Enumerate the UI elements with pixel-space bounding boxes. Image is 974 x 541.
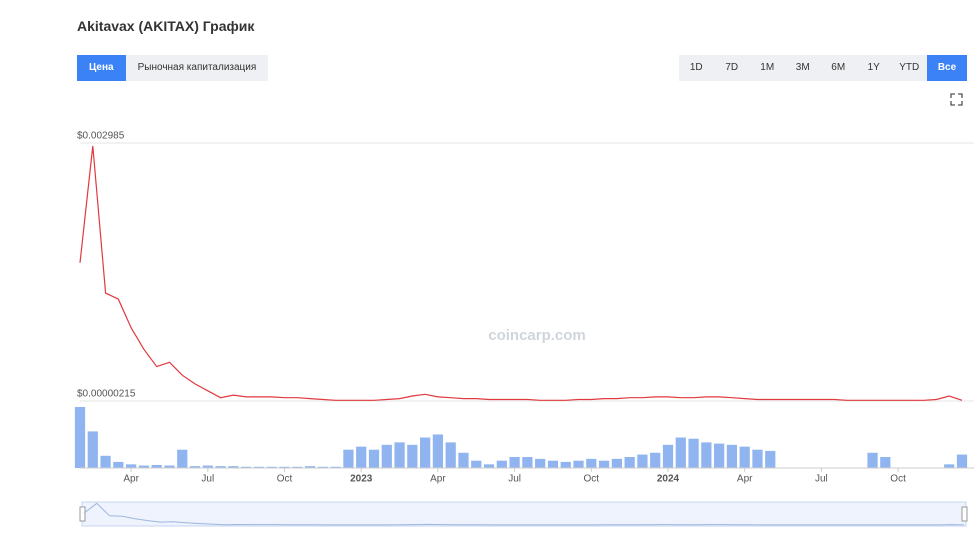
volume-bar	[662, 444, 674, 468]
range-button[interactable]: YTD	[899, 62, 920, 73]
volume-bar	[765, 450, 776, 468]
volume-bar	[956, 454, 968, 468]
volume-bar	[330, 466, 341, 468]
range-group: 1D 7D 1M 3M 6M 1Y YTD Все	[678, 55, 967, 81]
price-line	[79, 145, 963, 401]
volume-bar	[420, 437, 431, 468]
volume-bar	[241, 466, 252, 468]
volume-bar	[624, 457, 635, 468]
volume-bar	[573, 460, 584, 468]
x-tick-label: Apr	[123, 474, 139, 485]
volume-bar	[509, 457, 520, 468]
tab-group: Цена Рыночная капитализация	[77, 55, 269, 81]
watermark: coincarp.com	[488, 327, 586, 344]
volume-bar	[496, 460, 507, 468]
y-tick-label: $0.002985	[77, 131, 125, 142]
volume-bar	[739, 446, 750, 468]
volume-bar	[317, 466, 328, 468]
volume-bar	[177, 449, 188, 468]
volume-bar	[675, 437, 686, 468]
fullscreen-icon[interactable]	[950, 93, 963, 106]
volume-bar	[164, 465, 175, 468]
tab[interactable]: Цена	[77, 55, 126, 81]
volume-bar	[151, 464, 162, 468]
volume-bar	[138, 465, 150, 468]
navigator-handle[interactable]	[79, 506, 86, 522]
volume-bar	[74, 407, 86, 468]
volume-bar	[381, 444, 392, 468]
title: Akitavax (AKITAX) График	[77, 18, 255, 34]
x-tick-label: Jul	[815, 474, 828, 485]
navigator-line	[83, 502, 965, 526]
volume-bar	[880, 457, 891, 468]
x-tick-label: Jul	[508, 474, 521, 485]
volume-bar	[343, 449, 354, 468]
volume-bar	[266, 466, 277, 468]
x-tick-label: Jul	[201, 474, 214, 485]
volume-bar	[445, 442, 456, 468]
volume-bar	[688, 438, 699, 468]
x-tick-label: Oct	[277, 474, 293, 485]
range-button[interactable]: 6M	[831, 62, 846, 73]
volume-bar	[100, 455, 111, 468]
volume-bar	[253, 466, 265, 468]
volume-bar	[189, 466, 201, 468]
volume-bar	[87, 431, 98, 468]
range-button[interactable]: Все	[927, 55, 967, 81]
volume-bar	[637, 454, 648, 468]
volume-bar	[483, 464, 495, 468]
volume-bar	[279, 466, 290, 468]
volume-bar	[304, 466, 316, 468]
volume-bar	[407, 444, 418, 468]
range-button[interactable]: 3M	[795, 62, 810, 73]
volume-bar	[113, 461, 124, 468]
volume-bar	[752, 449, 763, 468]
volume-bar	[368, 449, 380, 468]
x-tick-label: Oct	[584, 474, 600, 485]
volume-bar	[292, 466, 303, 468]
x-tick-label: 2023	[350, 474, 373, 485]
range-button[interactable]: 7D	[725, 62, 739, 73]
volume-bar	[394, 442, 405, 468]
volume-bar	[202, 465, 213, 468]
navigator-handle[interactable]	[961, 506, 968, 522]
volume-bar	[598, 460, 610, 468]
volume-bar	[560, 461, 571, 468]
volume-bar	[126, 464, 137, 468]
volume-bar	[611, 458, 622, 468]
volume-bar	[867, 452, 878, 468]
volume-bar	[522, 457, 533, 468]
volume-bar	[726, 444, 738, 468]
range-button[interactable]: 1M	[760, 62, 775, 73]
volume-bar	[547, 460, 559, 468]
navigator[interactable]	[81, 501, 967, 527]
volume-bar	[535, 458, 546, 468]
volume-bar	[228, 466, 239, 468]
x-tick-label: Oct	[890, 474, 906, 485]
x-tick-label: Apr	[430, 474, 446, 485]
volume-bar	[356, 446, 367, 468]
range-button[interactable]: 1Y	[867, 62, 880, 73]
volume-bar	[215, 466, 226, 468]
range-button[interactable]: 1D	[689, 62, 703, 73]
volume-bar	[650, 452, 661, 468]
volume-bar	[471, 460, 482, 468]
volume-bar	[432, 434, 444, 468]
x-tick-label: Apr	[737, 474, 753, 485]
x-tick-label: 2024	[657, 474, 680, 485]
volume-bar	[944, 464, 955, 468]
volume-bar	[586, 458, 597, 468]
volume-bar	[458, 452, 469, 468]
tab[interactable]: Рыночная капитализация	[137, 62, 257, 73]
volume-bar	[701, 442, 712, 468]
y-tick-label: $0.00000215	[77, 389, 136, 400]
volume-bar	[714, 443, 725, 468]
